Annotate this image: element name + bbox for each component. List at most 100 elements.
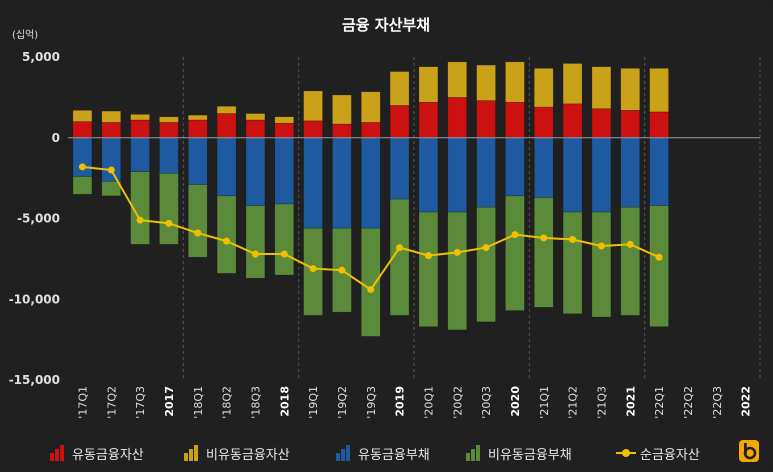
chart-title: 금융 자산부채 [342,16,430,34]
bar-유동금융자산-'17Q2 [101,122,122,139]
bar-유동금융부채-2017 [159,137,179,174]
x-tick-label: 2022 [740,386,753,417]
unit-label: (십억) [12,29,38,41]
x-tick-label: '17Q2 [105,386,118,419]
bar-비유동금융부채-'20Q1 [418,211,439,328]
bar-비유동금융자산-'20Q1 [418,66,439,103]
x-tick-label: '19Q2 [336,386,349,419]
legend-bar-icon [336,453,340,461]
bar-유동금융자산-'18Q2 [216,113,237,139]
bar-비유동금융부채-2021 [620,206,641,316]
x-tick-label: '18Q1 [192,386,205,419]
legend-label: 비유동금융부채 [488,448,572,463]
x-tick-label: '21Q3 [595,386,608,419]
bar-비유동금융자산-'17Q1 [72,109,93,122]
bar-유동금융부채-'18Q3 [245,137,266,206]
bar-비유동금융부채-'17Q1 [72,176,93,195]
bar-비유동금융자산-'18Q1 [187,114,208,121]
bar-유동금융자산-'20Q3 [476,100,496,139]
legend-label: 비유동금융자산 [206,448,290,463]
bar-유동금융자산-'17Q3 [130,119,150,139]
net-asset-point-2019 [396,244,404,252]
bar-비유동금융자산-2021 [620,68,641,111]
legend-bar-icon [60,445,64,461]
bar-유동금융자산-'20Q2 [447,97,468,139]
bar-유동금융부채-2020 [505,137,525,197]
bar-비유동금융부채-'21Q3 [591,211,612,318]
x-tick-label: 2017 [163,386,176,417]
x-tick-label: '22Q1 [653,386,666,419]
net-asset-point-2021 [626,240,634,248]
net-asset-point-2020 [511,231,519,239]
bar-유동금융부채-'22Q1 [649,137,669,206]
legend-bar-icon [50,453,54,461]
bar-비유동금융자산-'19Q3 [360,91,381,123]
x-tick-label: '20Q1 [422,386,435,419]
bar-유동금융자산-'18Q3 [245,119,266,139]
bar-비유동금융부채-'20Q3 [476,206,496,323]
bar-비유동금융부채-2019 [389,198,410,316]
x-tick-label: 2021 [624,386,637,417]
bar-유동금융부채-2021 [620,137,641,208]
bar-비유동금융부채-'20Q2 [447,211,468,331]
bar-유동금융자산-'17Q1 [72,121,93,139]
bar-비유동금융부채-'19Q3 [360,227,381,337]
legend-bar-icon [189,449,193,461]
bar-비유동금융부채-'17Q2 [101,181,122,197]
net-asset-point-'22Q1 [655,253,663,261]
net-asset-point-'18Q2 [223,237,231,245]
bar-유동금융자산-2017 [159,122,179,139]
net-asset-point-'19Q2 [338,266,346,274]
net-asset-point-2017 [165,219,173,227]
bar-유동금융자산-2019 [389,105,410,139]
net-asset-point-'20Q1 [424,252,432,260]
bar-비유동금융부채-2017 [159,172,179,245]
x-tick-label: '19Q1 [307,386,320,419]
net-asset-point-'17Q1 [78,163,86,171]
bar-유동금융부채-'19Q1 [303,137,323,229]
bar-비유동금융자산-2020 [505,61,525,103]
bar-유동금융부채-'20Q2 [447,137,468,213]
net-asset-point-'21Q1 [540,234,548,242]
y-tick-label: -10,000 [9,292,60,306]
bar-비유동금융부채-'18Q3 [245,205,266,279]
bar-유동금융자산-'19Q3 [360,122,381,139]
bar-유동금융자산-'21Q2 [562,103,583,139]
net-asset-point-2018 [280,250,288,258]
bar-비유동금융자산-2018 [274,116,295,124]
bar-비유동금융부채-2020 [505,195,525,311]
legend-bar-icon [55,449,59,461]
legend-bar-icon [471,449,475,461]
bar-비유동금융부채-'17Q3 [130,171,150,245]
bar-유동금융부채-'17Q2 [101,137,122,182]
bar-유동금융자산-'21Q3 [591,108,612,139]
bar-비유동금융자산-'21Q3 [591,66,612,109]
bar-비유동금융자산-'19Q1 [303,90,323,122]
bar-유동금융자산-2018 [274,122,295,139]
legend-label: 유동금융자산 [72,448,144,463]
legend-bar-icon [184,453,188,461]
x-tick-label: '17Q3 [134,386,147,419]
bar-비유동금융자산-'19Q2 [332,94,352,125]
x-tick-label: '20Q2 [451,386,464,419]
y-tick-label: 5,000 [22,50,60,64]
net-asset-point-'18Q1 [194,229,202,237]
bar-비유동금융자산-'18Q2 [216,105,237,114]
net-asset-point-'21Q3 [597,242,605,250]
bar-비유동금융자산-'18Q3 [245,113,266,121]
bar-유동금융자산-2021 [620,109,641,139]
legend-dot-icon [622,449,630,457]
legend-item-유동금융자산: 유동금융자산 [50,445,144,463]
net-asset-line-layer [78,163,663,294]
x-tick-label: 2018 [278,386,291,417]
bar-유동금융자산-'19Q1 [303,120,323,139]
legend-bar-icon [194,445,198,461]
bar-유동금융부채-'19Q3 [360,137,381,229]
y-tick-label: 0 [52,131,60,145]
x-tick-label: '18Q3 [249,386,262,419]
net-asset-point-'18Q3 [251,250,259,258]
bar-비유동금융자산-'17Q3 [130,114,150,121]
legend-bar-icon [466,453,470,461]
